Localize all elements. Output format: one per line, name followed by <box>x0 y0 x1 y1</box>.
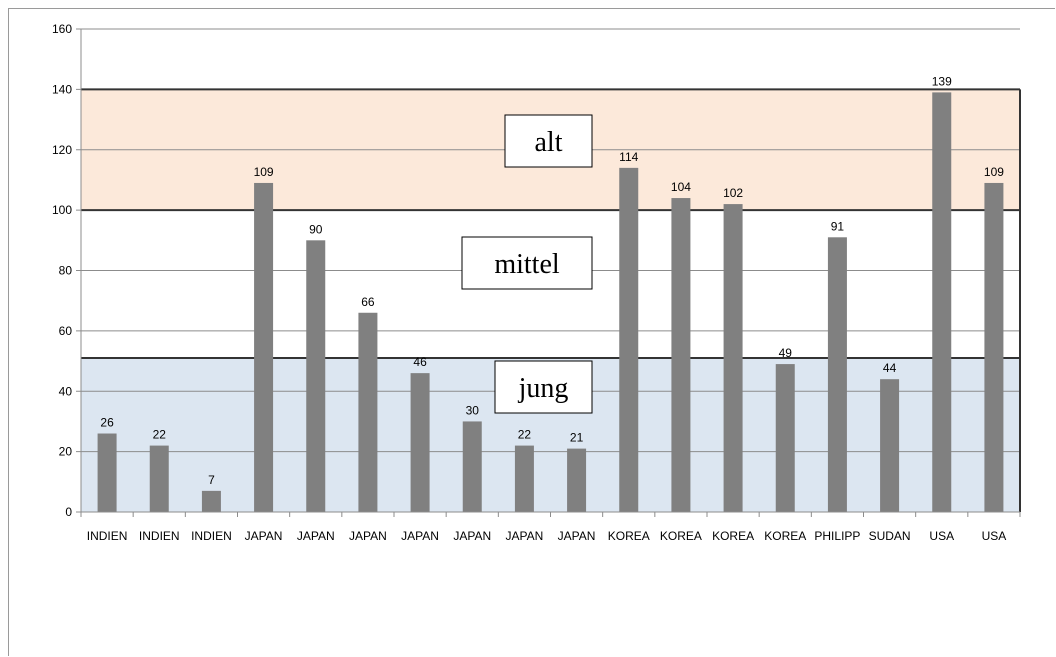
x-tick-label: JAPAN <box>245 529 283 543</box>
bar <box>619 167 639 513</box>
data-label: 21 <box>570 431 584 445</box>
bar <box>514 445 534 512</box>
chart-frame <box>8 8 1055 656</box>
band-label-alt: alt <box>535 127 563 158</box>
data-label: 114 <box>619 150 638 164</box>
y-tick-label: 60 <box>59 324 73 338</box>
data-label: 109 <box>254 165 274 179</box>
y-tick-label: 40 <box>59 384 73 398</box>
x-tick-label: JAPAN <box>558 529 596 543</box>
y-tick-label: 160 <box>52 22 72 36</box>
band-label-box-alt <box>504 114 593 168</box>
bar <box>254 182 274 513</box>
x-tick-label: INDIEN <box>87 529 128 543</box>
bar <box>723 204 743 512</box>
data-label: 102 <box>723 186 743 200</box>
y-tick-label: 20 <box>59 445 73 459</box>
y-tick-label: 100 <box>52 203 72 217</box>
y-tick-label: 80 <box>59 264 73 278</box>
bar <box>567 448 587 512</box>
x-tick-label: JAPAN <box>401 529 439 543</box>
data-label: 104 <box>671 180 691 194</box>
data-label: 139 <box>932 74 952 88</box>
bar <box>984 182 1004 513</box>
x-tick-label: JAPAN <box>297 529 335 543</box>
bar <box>201 490 221 512</box>
x-tick-label: PHILIPP <box>814 529 860 543</box>
x-tick-label: JAPAN <box>506 529 544 543</box>
y-tick-labels: 0 20 40 60 80 100 120 140 160 <box>52 22 72 519</box>
data-label: 22 <box>153 428 167 442</box>
data-label: 22 <box>518 428 532 442</box>
bar <box>358 312 378 512</box>
data-label: 66 <box>361 295 375 309</box>
bar <box>306 240 326 512</box>
x-tick-label: KOREA <box>764 529 806 543</box>
band-label-box-jung <box>494 360 593 414</box>
bar <box>932 92 952 513</box>
x-tick-label: JAPAN <box>453 529 491 543</box>
data-label: 44 <box>883 361 897 375</box>
x-tick-label: USA <box>929 529 954 543</box>
bar <box>671 198 691 513</box>
axes <box>76 28 1021 517</box>
x-tick-label: KOREA <box>712 529 754 543</box>
x-tick-label: INDIEN <box>139 529 180 543</box>
band-labels: jung mittel alt <box>461 114 593 414</box>
data-label: 26 <box>100 416 114 430</box>
bars <box>97 92 1004 513</box>
y-tick-label: 120 <box>52 143 72 157</box>
data-label: 7 <box>208 473 215 487</box>
bar <box>410 373 430 512</box>
bar <box>775 364 795 512</box>
data-label: 91 <box>831 219 845 233</box>
band-label-mittel: mittel <box>494 249 560 280</box>
band-label-jung: jung <box>518 373 569 404</box>
x-tick-label: KOREA <box>660 529 702 543</box>
data-label: 109 <box>984 165 1004 179</box>
bar <box>97 433 117 512</box>
data-label: 49 <box>779 346 793 360</box>
y-tick-label: 140 <box>52 82 72 96</box>
data-label: 30 <box>466 403 480 417</box>
x-tick-label: JAPAN <box>349 529 387 543</box>
x-tick-label: USA <box>982 529 1007 543</box>
bar <box>827 237 847 512</box>
bar <box>880 379 900 512</box>
x-tick-label: KOREA <box>608 529 650 543</box>
data-label: 46 <box>413 355 427 369</box>
x-tick-label: INDIEN <box>191 529 232 543</box>
y-tick-label: 0 <box>65 505 72 519</box>
x-tick-label: SUDAN <box>869 529 911 543</box>
data-label: 90 <box>309 222 323 236</box>
data-labels: 26 22 7 109 90 66 46 30 22 21 114 104 102 49 91 44 139 10… <box>100 74 1004 486</box>
bar <box>462 421 482 512</box>
band-label-box-mittel <box>461 236 593 290</box>
bar <box>149 445 169 512</box>
x-tick-labels: INDIEN INDIEN INDIEN JAPAN JAPAN JAPAN JAPAN JA… <box>87 529 1007 543</box>
